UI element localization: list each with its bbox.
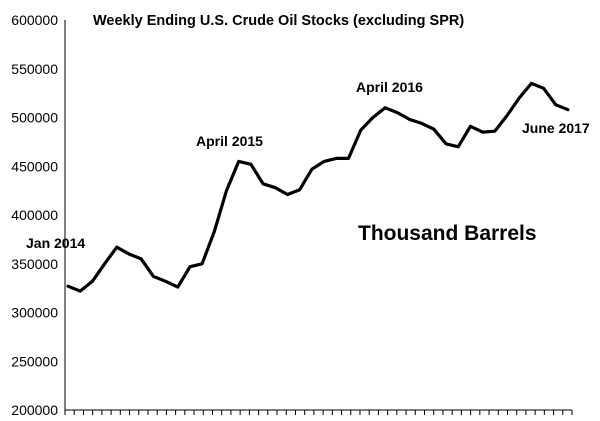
y-tick-label: 550000: [11, 61, 58, 77]
annotation-label: April 2015: [196, 133, 263, 149]
y-tick-labels: 200000 250000 300000 350000 400000 450000 5000…: [11, 12, 58, 418]
annotation-label: June 2017: [522, 120, 590, 136]
y-tick-label: 450000: [11, 158, 58, 174]
y-tick-label: 250000: [11, 353, 58, 369]
chart-title: Weekly Ending U.S. Crude Oil Stocks (exc…: [93, 13, 464, 29]
y-tick-label: 300000: [11, 305, 58, 321]
unit-label: Thousand Barrels: [358, 222, 537, 245]
y-tick-label: 200000: [11, 402, 58, 418]
y-tick-label: 400000: [11, 207, 58, 223]
y-tick-label: 600000: [11, 12, 58, 28]
x-tick-marks: [64, 410, 573, 415]
y-tick-label: 350000: [11, 256, 58, 272]
chart-annotations: Jan 2014 April 2015 April 2016 June 2017: [26, 79, 590, 251]
y-tick-label: 500000: [11, 110, 58, 126]
crude-oil-stocks-line: [66, 81, 570, 293]
annotation-label: April 2016: [356, 79, 423, 95]
annotation-label: Jan 2014: [26, 235, 85, 251]
